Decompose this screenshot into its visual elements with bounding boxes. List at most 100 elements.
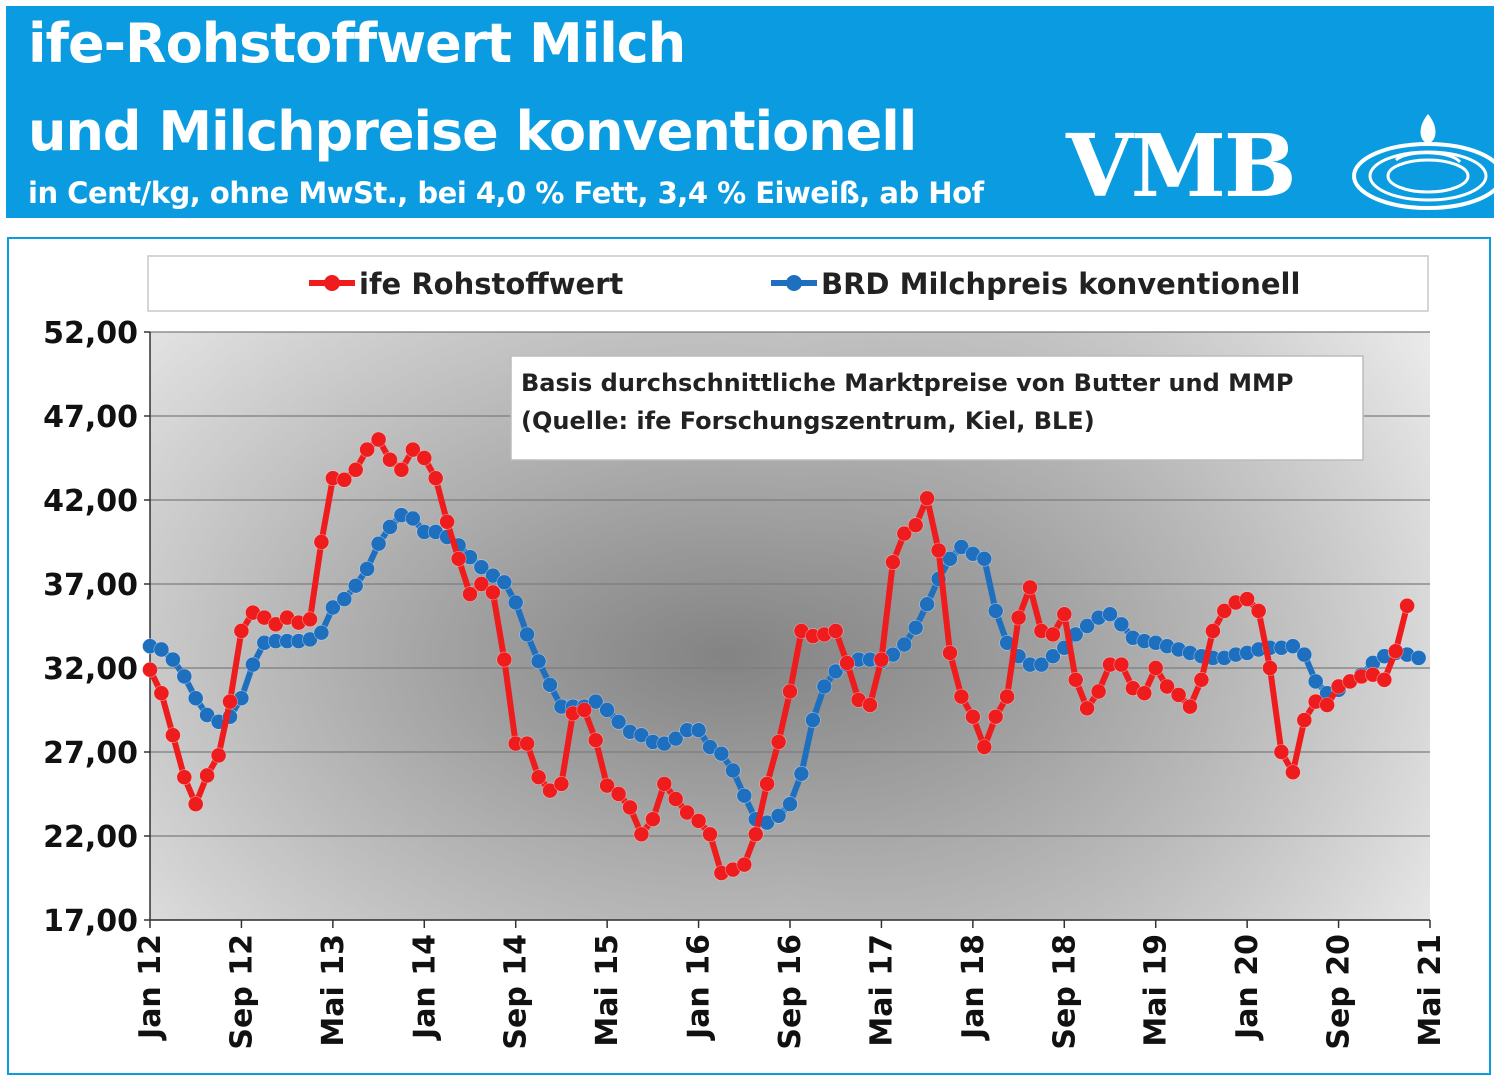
series-ife-rohstoffwert [142,431,1415,881]
data-point [690,813,707,829]
data-point [907,517,924,534]
data-point [633,727,650,744]
data-point [393,462,410,478]
data-point [370,535,387,552]
data-point [382,451,398,468]
data-point [313,624,330,641]
data-point [1216,603,1233,619]
data-point [805,712,821,728]
data-point [1193,671,1210,688]
data-point [896,636,913,653]
data-point [1239,591,1255,607]
data-point [599,777,615,794]
data-point [1067,671,1084,688]
data-point [405,510,421,527]
data-point [1045,626,1061,643]
data-point [542,676,558,693]
x-tick-label: Sep 18 [1047,934,1082,1050]
data-point [210,747,227,764]
data-point [347,462,364,478]
data-point [1319,697,1335,713]
data-point [1387,643,1404,660]
data-point [1307,673,1324,690]
data-point [1022,579,1038,596]
y-tick-label: 32,00 [43,652,138,687]
data-point [1113,616,1130,633]
data-point [667,730,684,747]
x-tick-label: Mai 19 [1139,934,1174,1047]
y-tick-label: 22,00 [43,820,138,855]
data-point [359,561,375,577]
series-layer [142,431,1427,881]
data-point [370,431,387,448]
data-point [507,594,524,611]
legend-label-brd: BRD Milchpreis konventionell [821,267,1300,301]
data-point [462,586,478,602]
y-tick-label: 37,00 [43,568,138,603]
y-tick-label: 42,00 [43,484,138,519]
legend: ife Rohstoffwert BRD Milchpreis konventi… [147,255,1429,312]
data-point [725,762,741,779]
data-point [1376,671,1393,688]
data-point [359,441,375,458]
x-tick-label: Mai 15 [590,934,625,1047]
data-point [759,776,775,792]
data-point [770,807,787,824]
x-tick-label: Jan 20 [1230,934,1265,1041]
data-point [1010,609,1027,626]
data-point [519,626,535,643]
data-point [1079,700,1095,717]
data-point [176,668,193,685]
data-point [953,539,970,555]
data-point [1102,606,1118,623]
data-point [645,811,661,828]
data-point [930,542,947,559]
data-point [1182,698,1198,715]
data-point [302,611,318,628]
data-point [1079,618,1095,634]
data-point [599,702,615,718]
x-tick-label: Sep 14 [499,934,534,1050]
data-point [1113,656,1130,673]
data-point [656,776,673,792]
data-point [782,796,798,812]
data-point [793,765,810,782]
data-point [165,727,181,744]
vmb-logo: VMB [1066,110,1500,222]
data-point [553,776,570,792]
data-point [1090,683,1107,700]
data-point [1170,687,1187,703]
x-tick-label: Sep 12 [224,934,259,1050]
chart-svg: 17,00 22,00 27,00 32,00 37,00 42,00 47,00 52,00… [43,255,1448,1050]
data-point [1410,650,1427,666]
data-point [1262,660,1278,676]
x-tick-label: Sep 16 [773,934,808,1050]
data-point [953,688,970,705]
data-point [976,739,993,755]
data-point [485,584,501,601]
data-point [587,732,604,749]
x-axis: Jan 12 Sep 12 Mai 13 Jan 14 Sep 14 Mai 15 Jan … [133,919,1448,1050]
subtitle: in Cent/kg, ohne MwSt., bei 4,0 % Fett, … [28,176,984,210]
data-point [1147,660,1164,676]
data-point [942,645,958,661]
data-point [1273,744,1290,760]
data-point [1250,603,1267,619]
data-point [245,656,261,673]
data-point [862,697,878,713]
data-point [827,623,844,639]
data-point [987,603,1004,619]
data-point [816,678,833,695]
data-point [576,702,593,718]
y-tick-label: 17,00 [43,904,138,939]
data-point [690,722,707,739]
data-point [473,576,490,592]
data-point [382,519,398,535]
y-tick-label: 27,00 [43,736,138,771]
x-tick-label: Jan 16 [682,934,717,1041]
data-point [187,690,204,707]
x-tick-label: Jan 14 [407,934,442,1041]
data-point [610,786,627,802]
legend-marker-ife [324,275,340,291]
y-axis: 17,00 22,00 27,00 32,00 37,00 42,00 47,00 52,00 [43,316,151,939]
